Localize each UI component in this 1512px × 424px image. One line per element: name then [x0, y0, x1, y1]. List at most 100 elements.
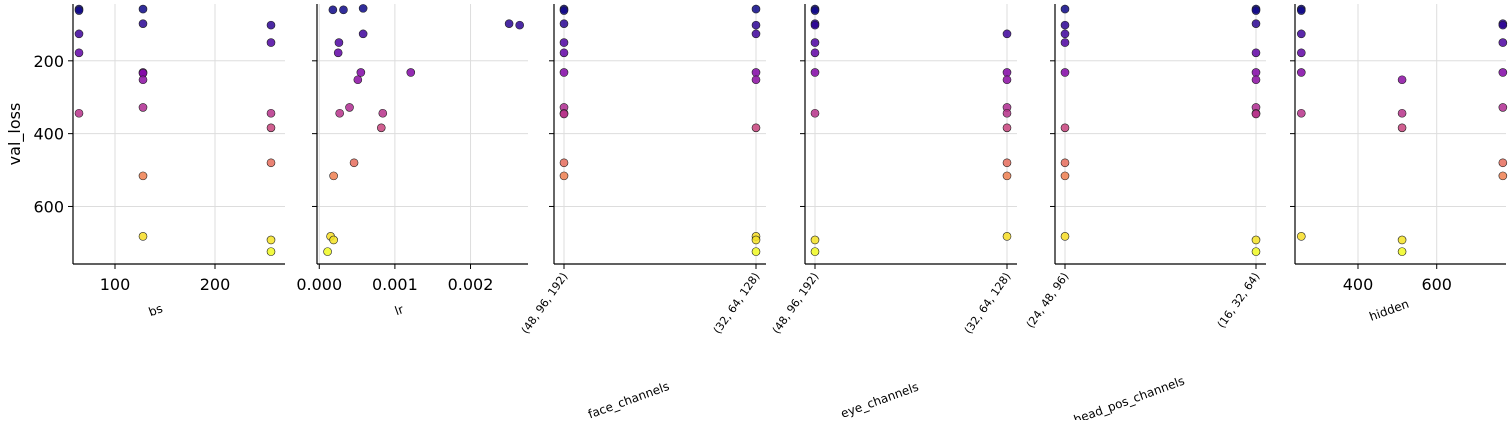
scatter-point [1251, 247, 1261, 256]
scatter-point [1060, 38, 1070, 47]
panel-face-channels: (48, 96, 192) (32, 64, 128) face_channels [519, 4, 766, 421]
scatter-point [1397, 247, 1407, 256]
scatter-point [1060, 232, 1070, 241]
scatter-point [810, 20, 820, 30]
scatter-point [751, 29, 761, 39]
scatter-point [74, 29, 84, 39]
scatter-point [810, 68, 820, 77]
scatter-point [266, 158, 276, 168]
x-tick-label: 600 [1421, 275, 1452, 294]
scatter-point [349, 158, 359, 168]
x-tick-label: 400 [1343, 275, 1374, 294]
scatter-point [810, 6, 820, 15]
x-axis-label: hidden [1367, 297, 1410, 324]
panel-hidden: 400 600 hidden [1290, 4, 1508, 324]
scatter-point [1002, 108, 1012, 118]
x-axis-label: face_channels [586, 379, 671, 420]
scatter-point [559, 38, 569, 47]
scatter-point [266, 108, 276, 118]
scatter-point [559, 109, 569, 119]
scatter-point [328, 5, 338, 15]
scatter-point [1002, 158, 1012, 168]
scatter-point [1296, 29, 1306, 39]
x-tick-label: 100 [100, 275, 131, 294]
scatter-point [1251, 19, 1261, 28]
scatter-point [810, 38, 820, 47]
scatter-point [1060, 171, 1070, 181]
scatter-point [323, 247, 332, 256]
scatter-point [1060, 20, 1070, 30]
panel-eye-channels: (48, 96, 192) (32, 64, 128) eye_channels [770, 4, 1017, 421]
y-axis-label: val_loss [5, 103, 25, 166]
scatter-point [559, 19, 569, 28]
scatter-point [751, 247, 761, 256]
scatter-point [1397, 123, 1407, 133]
scatter-point [1498, 171, 1508, 181]
scatter-point [1498, 20, 1508, 30]
y-tick-label: 600 [33, 197, 64, 216]
scatter-point [138, 75, 148, 85]
scatter-point [751, 4, 761, 14]
scatter-point [1002, 171, 1012, 181]
scatter-point [1002, 29, 1012, 39]
scatter-point [1251, 48, 1261, 58]
scatter-point [515, 20, 524, 30]
x-tick-label: (24, 48, 96) [1024, 270, 1072, 330]
scatter-point [559, 48, 569, 58]
scatter-point [358, 4, 368, 13]
scatter-point [266, 235, 276, 245]
scatter-point [1002, 232, 1012, 241]
scatter-point [751, 123, 761, 133]
scatter-point [559, 171, 569, 181]
scatter-point [1251, 235, 1261, 245]
scatter-point [559, 6, 569, 15]
scatter-point [751, 20, 761, 30]
scatter-point [1296, 48, 1306, 58]
scatter-point [1002, 75, 1012, 85]
scatter-point [138, 171, 148, 181]
x-axis-label: lr [393, 302, 406, 318]
scatter-point [810, 235, 820, 245]
x-tick-label: (48, 96, 192) [770, 270, 822, 336]
x-tick-label: 200 [200, 275, 231, 294]
scatter-point [1498, 68, 1508, 77]
x-tick-label: 0.001 [372, 275, 418, 294]
scatter-point [406, 68, 416, 77]
y-tick-label: 400 [33, 125, 64, 144]
scatter-point [1251, 75, 1261, 85]
scatter-point [1060, 4, 1070, 14]
panel-lr: 0.000 0.001 0.002 lr [296, 4, 528, 318]
scatter-point [559, 68, 569, 77]
scatter-point [339, 5, 348, 15]
scatter-point [504, 19, 514, 28]
scatter-point [1002, 123, 1012, 133]
scatter-point [74, 6, 84, 15]
scatter-point [1296, 108, 1306, 118]
scatter-point [266, 247, 276, 256]
scatter-point [1060, 123, 1070, 133]
scatter-point [1002, 68, 1012, 77]
scatter-point [559, 158, 569, 168]
y-tick-label: 200 [33, 52, 64, 71]
scatter-point [1251, 68, 1261, 77]
scatter-point [1251, 6, 1261, 15]
scatter-point [378, 108, 388, 118]
x-axis-label: bs [147, 301, 165, 319]
scatter-point [810, 48, 820, 58]
scatter-point [1060, 29, 1070, 39]
panel-bs: 200 400 600 100 200 bs [33, 4, 285, 319]
scatter-point [266, 38, 276, 47]
scatter-point [376, 123, 386, 133]
scatter-point [138, 103, 148, 112]
scatter-point [1498, 103, 1508, 112]
scatter-point [810, 108, 820, 118]
scatter-point [74, 48, 84, 58]
x-tick-label: 0.002 [448, 275, 494, 294]
scatter-point [74, 108, 84, 118]
scatter-point [138, 19, 148, 28]
x-tick-label: (32, 64, 128) [711, 270, 763, 336]
scatter-point [751, 75, 761, 85]
scatter-point [335, 108, 344, 118]
